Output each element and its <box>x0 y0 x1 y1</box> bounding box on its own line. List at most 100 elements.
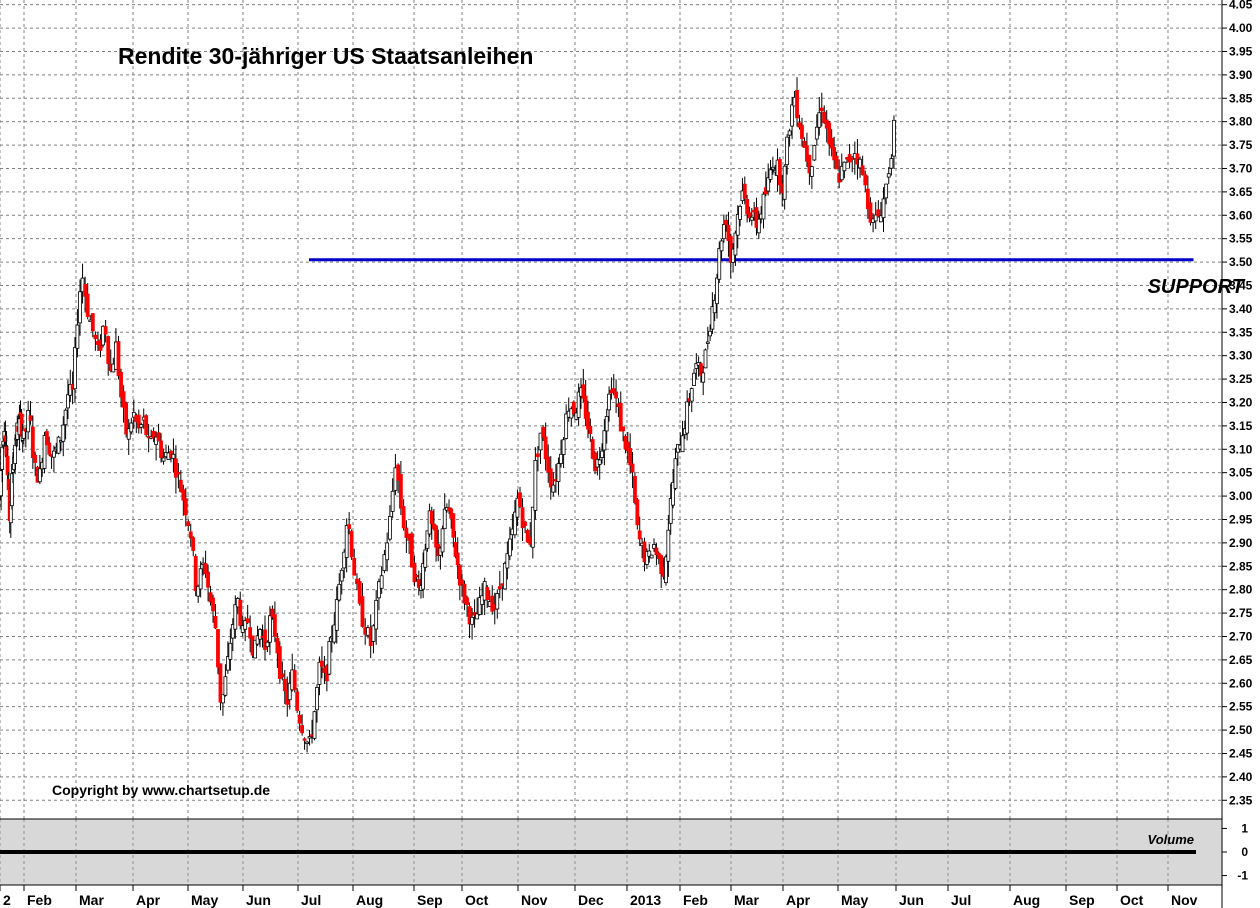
candle-down <box>822 111 827 124</box>
candle-up <box>604 416 609 432</box>
candle-down <box>357 581 362 604</box>
candle-down <box>302 738 307 741</box>
candle-down <box>416 579 421 588</box>
candle-down <box>282 678 287 692</box>
candle-up <box>75 324 80 349</box>
y-tick-label: 3.90 <box>1229 68 1253 82</box>
candle-down <box>44 431 49 446</box>
candle-down <box>218 663 223 703</box>
candle-down <box>586 411 590 430</box>
y-tick-label: 3.30 <box>1229 349 1253 363</box>
candle-down <box>414 575 419 578</box>
candle-up <box>243 620 248 630</box>
y-tick-label: 3.35 <box>1229 325 1253 339</box>
candle-down <box>460 579 464 585</box>
candle-down <box>275 637 280 654</box>
candle-down <box>30 426 35 459</box>
candle-down <box>208 592 213 603</box>
y-tick-label: 3.60 <box>1229 208 1253 222</box>
y-tick-label: 2.45 <box>1229 746 1253 760</box>
candle-up <box>673 458 678 489</box>
candle-down <box>211 597 215 612</box>
candle-down <box>396 464 401 481</box>
candle-up <box>339 569 344 582</box>
candle-up <box>664 556 668 584</box>
candle-up <box>377 581 381 599</box>
candle-up <box>768 169 773 180</box>
candle-down <box>398 474 403 509</box>
candle-down <box>295 691 300 711</box>
x-tick-label: Mar <box>734 892 759 908</box>
candle-up <box>470 616 474 625</box>
candle-up <box>761 193 766 220</box>
candle-up <box>379 575 384 589</box>
candle-down <box>497 586 502 590</box>
candle-up <box>735 213 740 236</box>
candle-up <box>73 347 77 390</box>
candle-up <box>230 624 235 639</box>
candle-up <box>63 409 68 426</box>
candle-down <box>754 207 759 228</box>
candle-up <box>495 593 500 610</box>
candle-down <box>611 388 616 392</box>
candle-up <box>538 432 543 451</box>
candle-down <box>536 453 540 458</box>
candle-up <box>507 538 512 557</box>
candle-down <box>637 530 642 540</box>
candle-down <box>245 618 250 623</box>
volume-label: Volume <box>1148 832 1194 847</box>
candle-down <box>659 555 664 575</box>
candle-down <box>159 440 163 458</box>
candle-up <box>712 299 717 314</box>
candle-up <box>390 490 395 512</box>
y-tick-label: 3.65 <box>1229 185 1253 199</box>
candle-down <box>485 587 490 600</box>
candle-down <box>206 571 210 588</box>
candle-up <box>842 161 847 172</box>
x-tick-label: 2013 <box>630 892 661 908</box>
candle-down <box>106 336 111 364</box>
x-tick-label: Feb <box>27 892 52 908</box>
candle-down <box>699 363 703 376</box>
candle-up <box>839 165 844 181</box>
candle-up <box>884 183 889 199</box>
candle-down <box>618 402 623 432</box>
candle-up <box>475 613 480 620</box>
candle-up <box>749 216 754 221</box>
candle-down <box>795 89 799 119</box>
candle-up <box>198 568 203 590</box>
x-tick-label: Oct <box>465 892 489 908</box>
candle-down <box>5 455 10 476</box>
candle-up <box>886 173 891 178</box>
candle-down <box>144 415 149 435</box>
candle-down <box>453 541 458 557</box>
candle-up <box>131 412 136 418</box>
candle-up <box>52 450 56 458</box>
x-tick-label: May <box>191 892 218 908</box>
candle-down <box>412 562 417 583</box>
candle-down <box>121 391 126 408</box>
y-tick-label: 3.95 <box>1229 44 1253 58</box>
candle-up <box>782 165 787 200</box>
candle-up <box>785 136 790 166</box>
candle-up <box>559 453 563 464</box>
candle-down <box>467 606 472 625</box>
y-tick-label: 4.05 <box>1229 0 1253 12</box>
candle-up <box>561 439 566 455</box>
candle-down <box>860 165 865 176</box>
y-tick-label: 3.10 <box>1229 442 1253 456</box>
candle-up <box>717 248 722 280</box>
chart-title: Rendite 30-jähriger US Staatsanleihen <box>118 43 533 69</box>
candle-down <box>621 426 625 432</box>
candle-down <box>33 454 38 463</box>
candle-up <box>78 291 82 324</box>
candle-up <box>597 459 602 465</box>
y-tick-label: 3.20 <box>1229 395 1253 409</box>
candle-down <box>186 521 191 527</box>
candle-up <box>139 424 144 428</box>
candle-down <box>546 456 551 473</box>
candle-down <box>119 372 123 398</box>
support-annotation: SUPPORT <box>1148 276 1246 298</box>
candle-down <box>807 154 812 174</box>
candle-up <box>715 277 719 305</box>
